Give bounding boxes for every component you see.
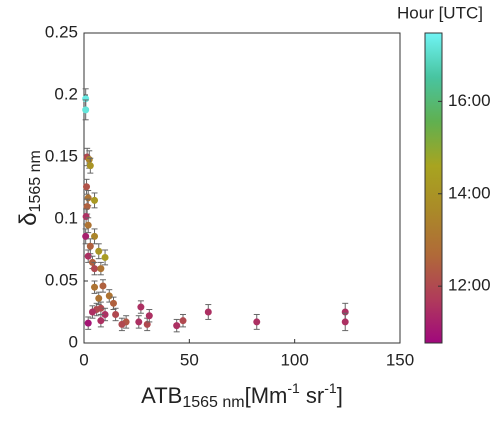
x-tick-label: 150 [386, 350, 414, 369]
point [101, 310, 109, 318]
y-tick-label: 0.2 [54, 84, 78, 103]
point [143, 320, 151, 328]
point [91, 232, 99, 240]
point [135, 318, 143, 326]
point [137, 303, 145, 311]
x-axis-label-part: 1565 nm [182, 394, 244, 411]
point [109, 299, 117, 307]
point [82, 95, 90, 103]
point [97, 304, 105, 312]
x-axis-label-part: -1 [287, 380, 300, 396]
x-tick-label: 0 [79, 350, 88, 369]
point [91, 283, 99, 291]
point [179, 317, 187, 325]
x-tick-label: 100 [280, 350, 308, 369]
y-axis-label-part: δ [15, 212, 42, 225]
point [85, 155, 93, 163]
x-tick-label: 50 [180, 350, 199, 369]
point [145, 312, 153, 320]
x-axis-label-part: [Mm [245, 383, 288, 408]
y-tick-label: 0.1 [54, 208, 78, 227]
point [204, 308, 212, 316]
colorbar-tick-label: 14:00 [448, 183, 491, 202]
y-tick-label: 0.05 [45, 270, 78, 289]
point [173, 322, 181, 330]
y-tick-label: 0 [69, 332, 78, 351]
point [112, 310, 120, 318]
point [95, 247, 103, 255]
colorbar-tick-label: 12:00 [448, 276, 491, 295]
point [84, 252, 92, 260]
point [83, 183, 91, 191]
point [105, 292, 113, 300]
point [82, 106, 90, 114]
point [91, 265, 99, 273]
colorbar [424, 32, 443, 344]
y-axis-label-part: 1565 nm [27, 150, 44, 212]
x-axis-label-part: ATB [141, 383, 182, 408]
point [253, 318, 261, 326]
point [82, 232, 90, 240]
point [97, 265, 105, 273]
y-axis-label: δ1565 nm [15, 150, 44, 226]
x-axis-label-part: sr [300, 383, 324, 408]
point [84, 194, 92, 202]
point [83, 203, 91, 211]
point [86, 242, 94, 250]
colorbar-title: Hour [UTC] [397, 3, 483, 22]
point [84, 319, 92, 327]
y-tick-label: 0.15 [45, 146, 78, 165]
point [118, 320, 126, 328]
x-axis-label-part: ] [337, 383, 343, 408]
point [97, 317, 105, 325]
point [91, 196, 99, 204]
x-axis-label-part: -1 [324, 380, 337, 396]
point [341, 318, 349, 326]
point [101, 253, 109, 261]
point [99, 282, 107, 290]
point [95, 294, 103, 302]
point [84, 221, 92, 229]
point [88, 308, 96, 316]
point [86, 162, 94, 170]
x-axis-label: ATB1565 nm[Mm-1 sr-1] [141, 380, 343, 412]
y-tick-label: 0.25 [45, 22, 78, 41]
point [341, 308, 349, 316]
plot-area [83, 32, 401, 344]
colorbar-tick-label: 16:00 [448, 91, 491, 110]
